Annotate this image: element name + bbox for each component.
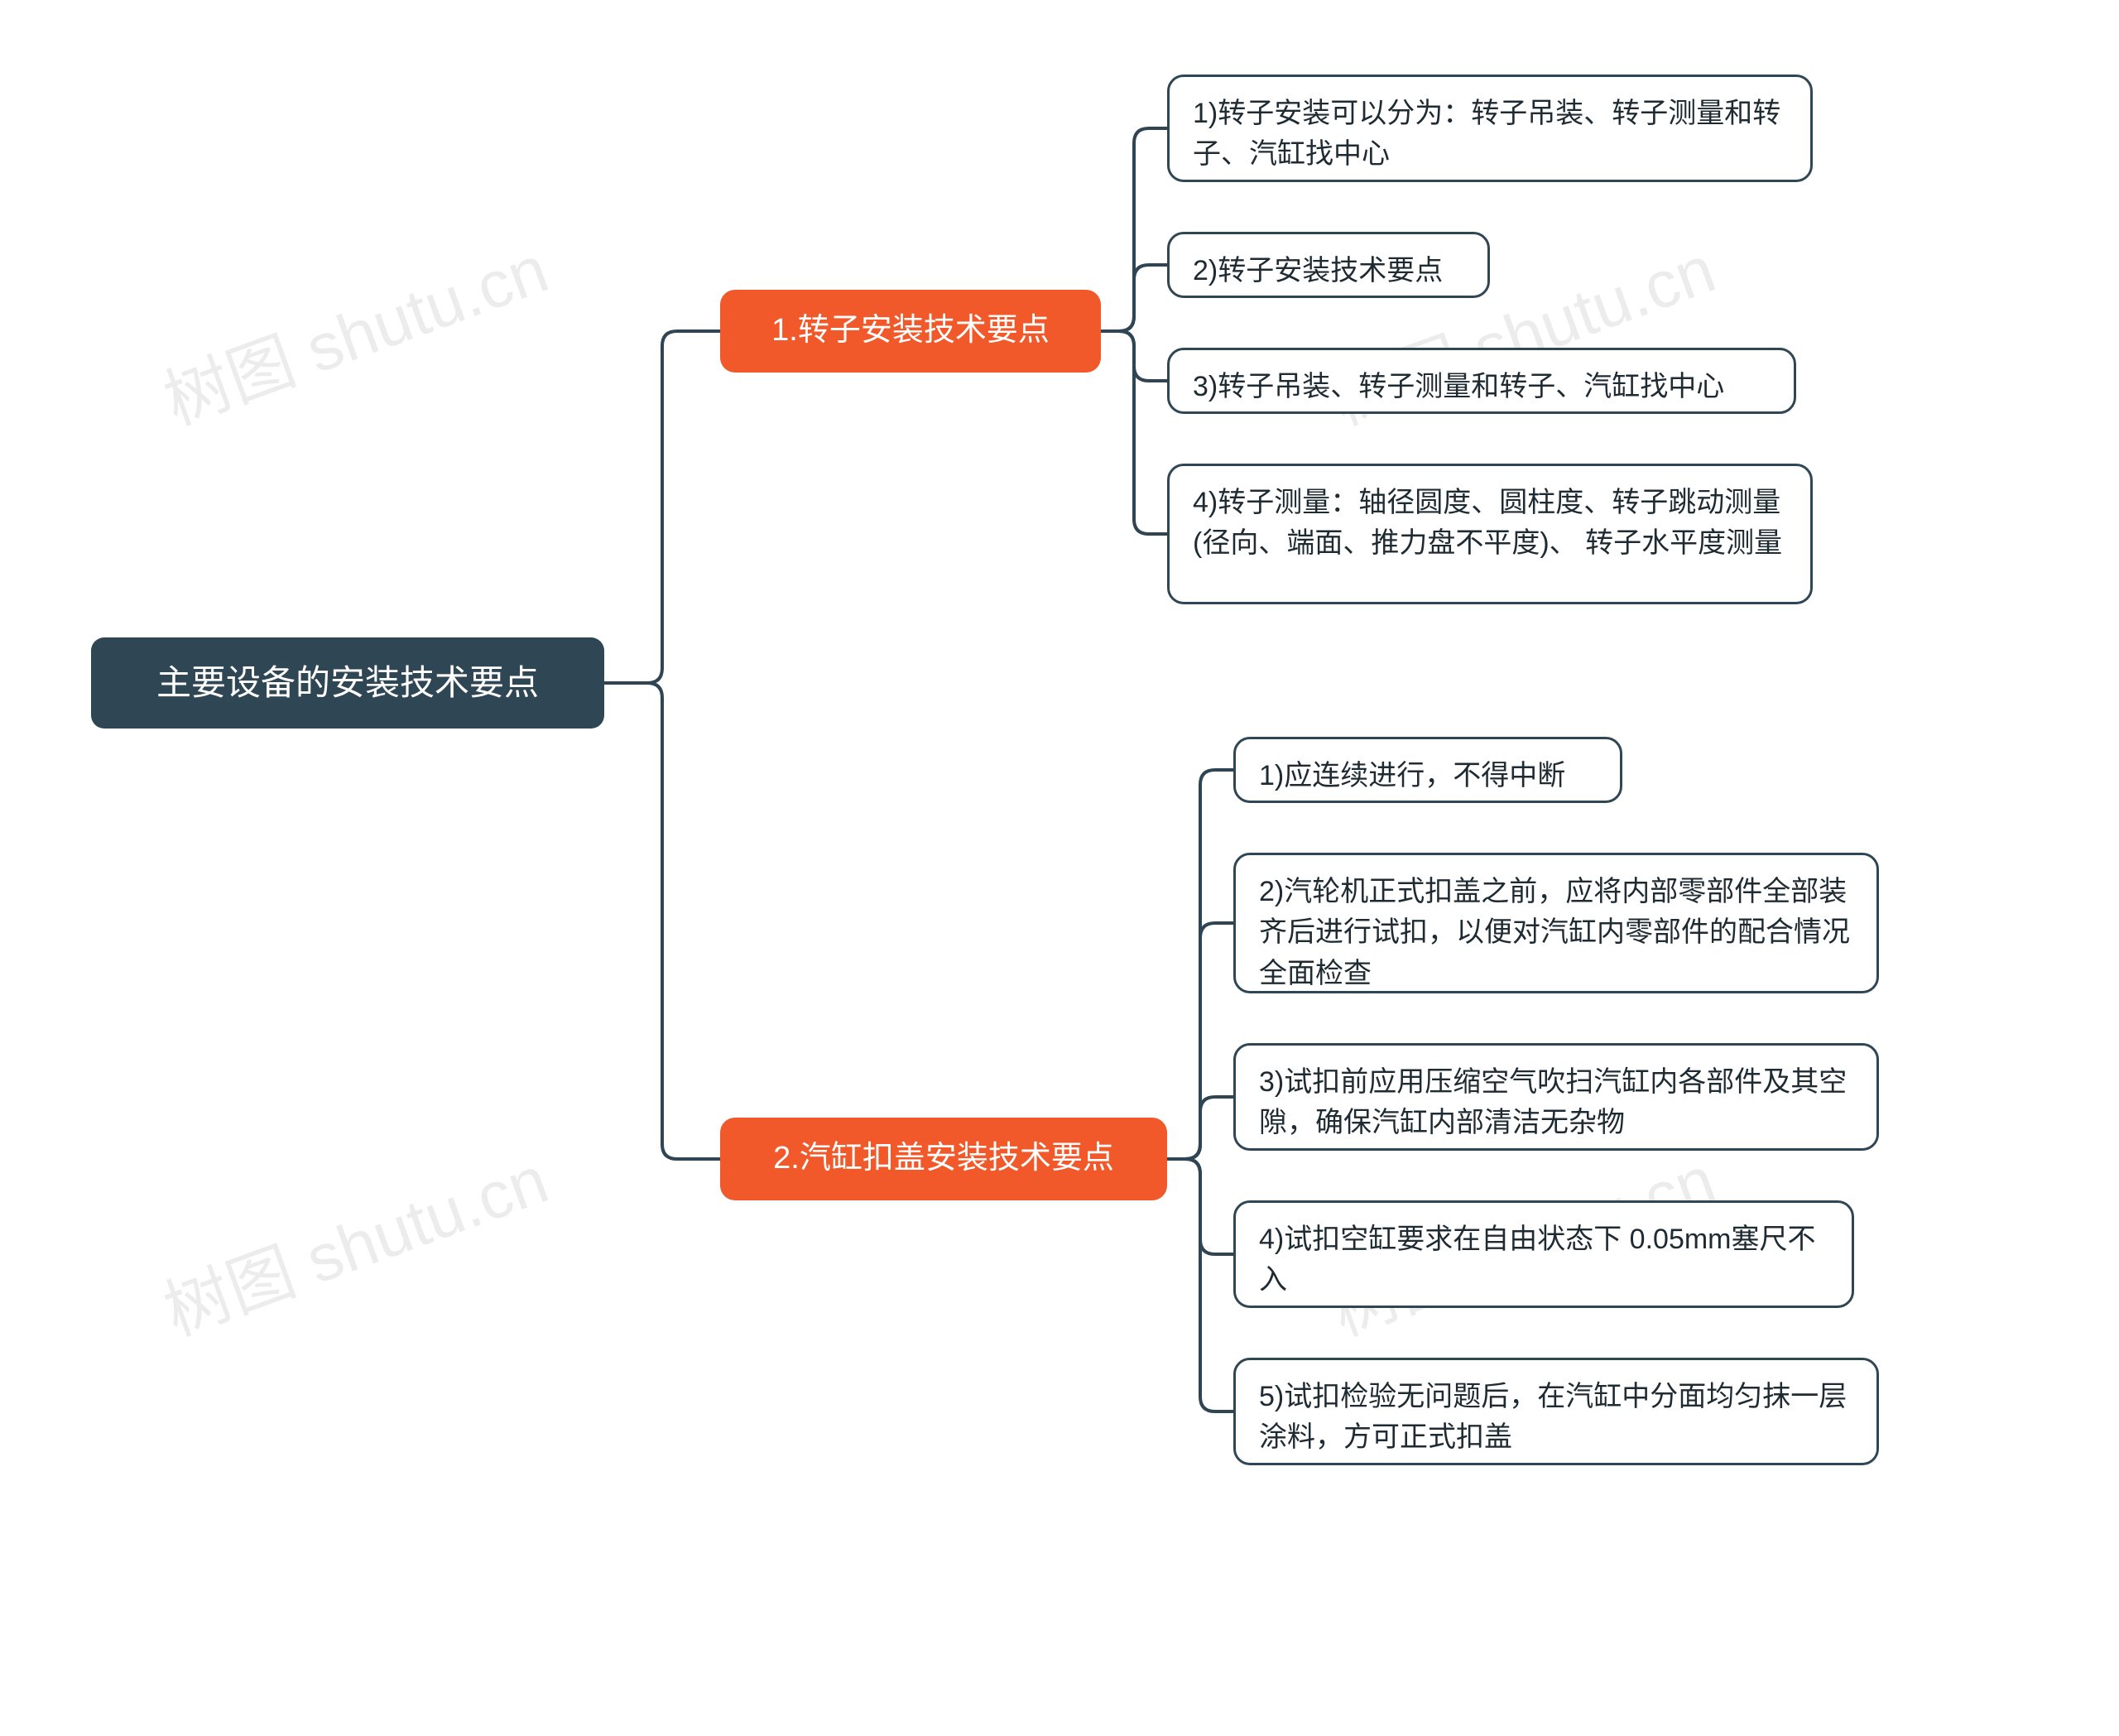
root-node[interactable]: 主要设备的安装技术要点 — [91, 637, 604, 729]
leaf-node[interactable]: 4)试扣空缸要求在自由状态下 0.05mm塞尺不入 — [1233, 1200, 1854, 1308]
branch-node-1[interactable]: 1.转子安装技术要点 — [720, 290, 1101, 373]
leaf-node[interactable]: 3)转子吊装、转子测量和转子、汽缸找中心 — [1167, 348, 1796, 414]
leaf-node[interactable]: 1)应连续进行，不得中断 — [1233, 737, 1622, 803]
mindmap-canvas: 树图 shutu.cn 树图 shutu.cn 树图 shutu.cn 树图 s… — [0, 0, 2119, 1736]
leaf-node[interactable]: 1)转子安装可以分为：转子吊装、转子测量和转子、汽缸找中心 — [1167, 75, 1813, 182]
leaf-node[interactable]: 5)试扣检验无问题后，在汽缸中分面均匀抹一层涂料，方可正式扣盖 — [1233, 1358, 1879, 1465]
leaf-node[interactable]: 2)转子安装技术要点 — [1167, 232, 1490, 298]
watermark: 树图 shutu.cn — [149, 216, 559, 444]
leaf-node[interactable]: 2)汽轮机正式扣盖之前，应将内部零部件全部装齐后进行试扣，以便对汽缸内零部件的配… — [1233, 853, 1879, 993]
watermark: 树图 shutu.cn — [149, 1127, 559, 1354]
leaf-node[interactable]: 3)试扣前应用压缩空气吹扫汽缸内各部件及其空隙，确保汽缸内部清洁无杂物 — [1233, 1043, 1879, 1151]
branch-node-2[interactable]: 2.汽缸扣盖安装技术要点 — [720, 1118, 1167, 1200]
leaf-node[interactable]: 4)转子测量：轴径圆度、圆柱度、转子跳动测量(径向、端面、推力盘不平度)、 转子… — [1167, 464, 1813, 604]
